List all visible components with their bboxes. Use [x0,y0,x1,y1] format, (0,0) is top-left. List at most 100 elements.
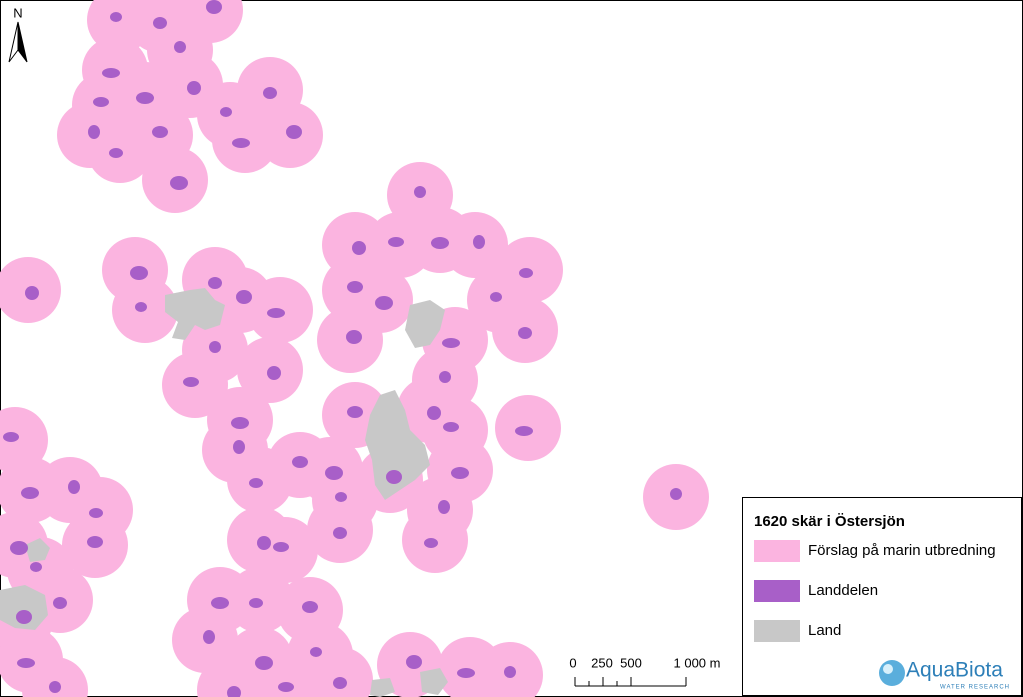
islet [110,12,122,22]
islet [292,456,308,468]
legend-swatch [754,540,800,562]
islet [347,406,363,418]
islet [286,125,302,139]
islet [386,470,402,484]
islet [249,478,263,488]
islet [443,422,459,432]
buffer-zone [257,657,323,697]
islet [347,281,363,293]
islet [473,235,485,249]
islet [16,610,32,624]
islet [152,126,168,138]
islet [333,677,347,689]
islet [352,241,366,255]
islet [135,302,147,312]
islet [208,277,222,289]
legend-swatch [754,580,800,602]
islet [519,268,533,278]
islet [255,656,273,670]
islet [518,327,532,339]
islet [273,542,289,552]
islet [267,366,281,380]
islet [490,292,502,302]
islet [670,488,682,500]
buffer-zone [0,407,48,473]
islet [236,290,252,304]
islet [335,492,347,502]
legend-title: 1620 skär i Östersjön [754,513,905,530]
buffer-zone [307,647,373,697]
islet [515,426,533,436]
buffer-zone [197,657,263,697]
islet [427,406,441,420]
islet [388,237,404,247]
islet [310,647,322,657]
islet [130,266,148,280]
legend-label: Förslag på marin utbredning [808,542,996,559]
scale-label: 250 [591,655,613,670]
scale-label: 1 000 m [674,655,721,670]
islet [89,508,103,518]
islet [227,686,241,697]
legend: 1620 skär i Östersjön Förslag på marin u… [742,497,1022,696]
islet [406,655,422,669]
islet [203,630,215,644]
islet [211,597,229,609]
islet [439,371,451,383]
scale-bar [574,677,687,687]
islet [10,541,28,555]
legend-label: Landdelen [808,582,878,599]
islet [424,538,438,548]
islet [170,176,188,190]
islet [206,0,222,14]
islet [231,417,249,429]
islet [174,41,186,53]
islet [278,682,294,692]
islet [457,668,475,678]
islet [136,92,154,104]
islet [451,467,469,479]
north-label: N [13,5,22,20]
islet [187,81,201,95]
islet [442,338,460,348]
islet [3,432,19,442]
islet [233,440,245,454]
islet [87,536,103,548]
scale-label: 500 [620,655,642,670]
islet [21,487,39,499]
islet [438,500,450,514]
legend-swatch [754,620,800,642]
islet [93,97,109,107]
islet [102,68,120,78]
islet [249,598,263,608]
islet [109,148,123,158]
islet [17,658,35,668]
logo-name: AquaBiota [906,659,1003,682]
islet [333,527,347,539]
islet [49,681,61,693]
islet [302,601,318,613]
islet [30,562,42,572]
islet [53,597,67,609]
islet [88,125,100,139]
islet [257,536,271,550]
islet [263,87,277,99]
legend-label: Land [808,622,841,639]
islet [325,466,343,480]
islet [68,480,80,494]
islet [267,308,285,318]
islet [209,341,221,353]
islet [153,17,167,29]
north-arrow: N [8,5,28,63]
islet [25,286,39,300]
land-part [3,0,682,697]
logo: AquaBiota WATER RESEARCH [879,659,1009,691]
islet [504,666,516,678]
islet [220,107,232,117]
islet [183,377,199,387]
islet [414,186,426,198]
islet [375,296,393,310]
islet [431,237,449,249]
